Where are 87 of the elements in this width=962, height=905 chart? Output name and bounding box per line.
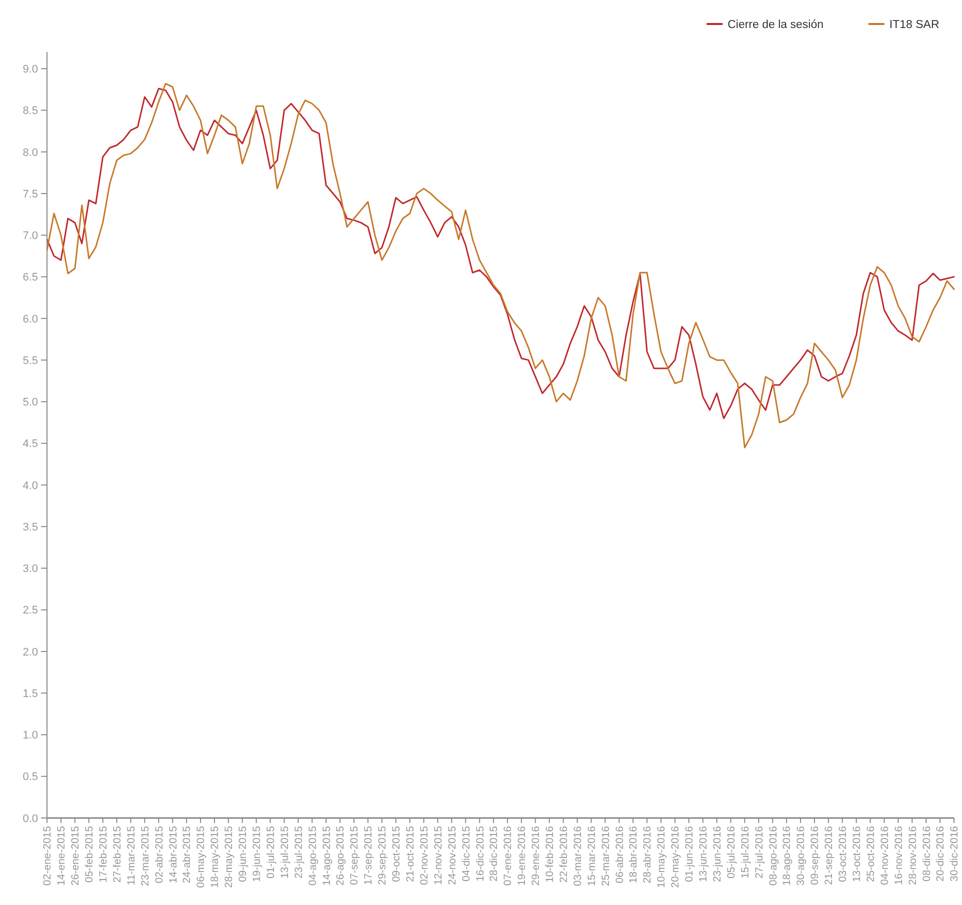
x-tick-label: 11-mar-2015 (125, 826, 138, 886)
y-tick-label: 0.5 (22, 771, 38, 784)
x-tick-label: 28-abr-2016 (642, 826, 654, 884)
x-tick-label: 21-oct-2015 (404, 826, 416, 882)
x-tick-label: 17-sep-2015 (362, 826, 375, 885)
y-tick-label: 3.5 (22, 521, 38, 534)
x-tick-label: 01-jun-2016 (684, 826, 696, 882)
x-tick-label: 16-dic-2015 (474, 826, 486, 882)
y-tick-label: 8.0 (22, 146, 38, 159)
x-tick-label: 19-ene-2016 (516, 826, 528, 886)
x-tick-label: 23-jun-2016 (711, 826, 724, 882)
x-tick-label: 28-nov-2016 (906, 826, 919, 885)
x-tick-label: 25-oct-2016 (864, 826, 877, 882)
x-tick-label: 23-jul-2015 (292, 826, 305, 879)
x-tick-label: 29-ene-2016 (530, 826, 542, 886)
y-tick-label: 9.0 (22, 64, 38, 76)
x-tick-label: 04-dic-2015 (460, 826, 472, 882)
x-tick-label: 21-sep-2016 (823, 826, 836, 885)
x-tick-label: 30-ago-2016 (795, 826, 808, 886)
x-tick-label: 08-dic-2016 (920, 826, 933, 882)
y-tick-label: 1.0 (22, 730, 38, 742)
x-tick-label: 17-feb-2015 (97, 826, 110, 883)
x-tick-label: 13-jul-2015 (278, 826, 291, 879)
x-tick-label: 04-ago-2015 (306, 826, 319, 886)
y-tick-label: 7.0 (22, 230, 38, 242)
y-tick-label: 2.5 (22, 604, 38, 617)
x-tick-label: 16-nov-2016 (892, 826, 905, 885)
y-tick-label: 2.0 (22, 646, 38, 658)
y-tick-label: 8.5 (22, 105, 38, 118)
x-tick-label: 12-nov-2015 (432, 826, 444, 885)
x-tick-label: 10-may-2016 (656, 826, 668, 888)
x-tick-label: 15-jul-2016 (739, 826, 752, 879)
x-tick-label: 26-ene-2015 (70, 826, 82, 886)
x-tick-label: 29-sep-2015 (376, 826, 389, 885)
x-tick-label: 26-ago-2015 (334, 826, 347, 886)
x-tick-label: 01-jul-2015 (264, 826, 277, 879)
x-tick-label: 22-feb-2016 (558, 826, 570, 883)
y-tick-label: 6.0 (22, 313, 38, 326)
x-tick-label: 14-ago-2015 (320, 826, 333, 886)
legend-label: Cierre de la sesión (728, 19, 824, 32)
x-tick-label: 18-abr-2016 (628, 826, 640, 884)
x-tick-label: 24-abr-2015 (181, 826, 194, 884)
x-tick-label: 05-feb-2015 (84, 826, 96, 883)
x-tick-label: 03-mar-2016 (572, 826, 584, 886)
x-tick-label: 18-may-2015 (209, 826, 222, 888)
x-tick-label: 27-jul-2016 (753, 826, 766, 879)
x-tick-label: 02-ene-2015 (42, 826, 54, 886)
x-tick-label: 20-dic-2016 (934, 826, 947, 882)
x-tick-label: 10-feb-2016 (544, 826, 556, 883)
y-tick-label: 4.0 (22, 480, 38, 492)
x-tick-label: 19-jun-2015 (250, 826, 263, 882)
x-tick-label: 23-mar-2015 (139, 826, 152, 886)
y-tick-label: 5.0 (22, 396, 38, 409)
x-tick-label: 15-mar-2016 (586, 826, 598, 886)
x-tick-label: 09-sep-2016 (809, 826, 822, 885)
y-tick-label: 1.5 (22, 688, 38, 700)
y-tick-label: 6.5 (22, 272, 38, 284)
y-tick-label: 4.5 (22, 438, 38, 450)
x-tick-label: 14-abr-2015 (167, 826, 180, 884)
x-tick-label: 24-nov-2015 (446, 826, 458, 885)
x-tick-label: 03-oct-2016 (837, 826, 850, 882)
y-tick-label: 0.0 (22, 812, 38, 825)
x-tick-label: 05-jul-2016 (725, 826, 738, 879)
x-tick-label: 06-may-2015 (195, 826, 208, 888)
x-tick-label: 18-ago-2016 (781, 826, 794, 886)
x-tick-label: 25-mar-2016 (600, 826, 612, 886)
x-tick-label: 06-abr-2016 (614, 826, 626, 884)
y-tick-label: 7.5 (22, 188, 38, 200)
x-tick-label: 04-nov-2016 (878, 826, 891, 885)
x-tick-label: 13-oct-2016 (851, 826, 863, 882)
x-tick-label: 28-may-2015 (223, 826, 236, 888)
x-tick-label: 28-dic-2015 (488, 826, 500, 882)
x-tick-label: 27-feb-2015 (111, 826, 124, 883)
y-tick-label: 3.0 (22, 563, 38, 576)
x-tick-label: 09-jun-2015 (237, 826, 250, 882)
x-tick-label: 02-nov-2015 (418, 826, 430, 885)
x-tick-label: 07-sep-2015 (348, 826, 361, 885)
x-tick-label: 14-ene-2015 (56, 826, 68, 886)
x-tick-label: 02-abr-2015 (153, 826, 166, 884)
x-tick-label: 08-ago-2016 (767, 826, 780, 886)
x-tick-label: 07-ene-2016 (502, 826, 514, 886)
x-tick-label: 13-jun-2016 (698, 826, 710, 882)
x-tick-label: 09-oct-2015 (390, 826, 403, 882)
x-tick-label: 20-may-2016 (670, 826, 682, 888)
legend-label: IT18 SAR (889, 19, 940, 32)
x-tick-label: 30-dic-2016 (948, 826, 961, 882)
y-tick-label: 5.5 (22, 354, 38, 367)
